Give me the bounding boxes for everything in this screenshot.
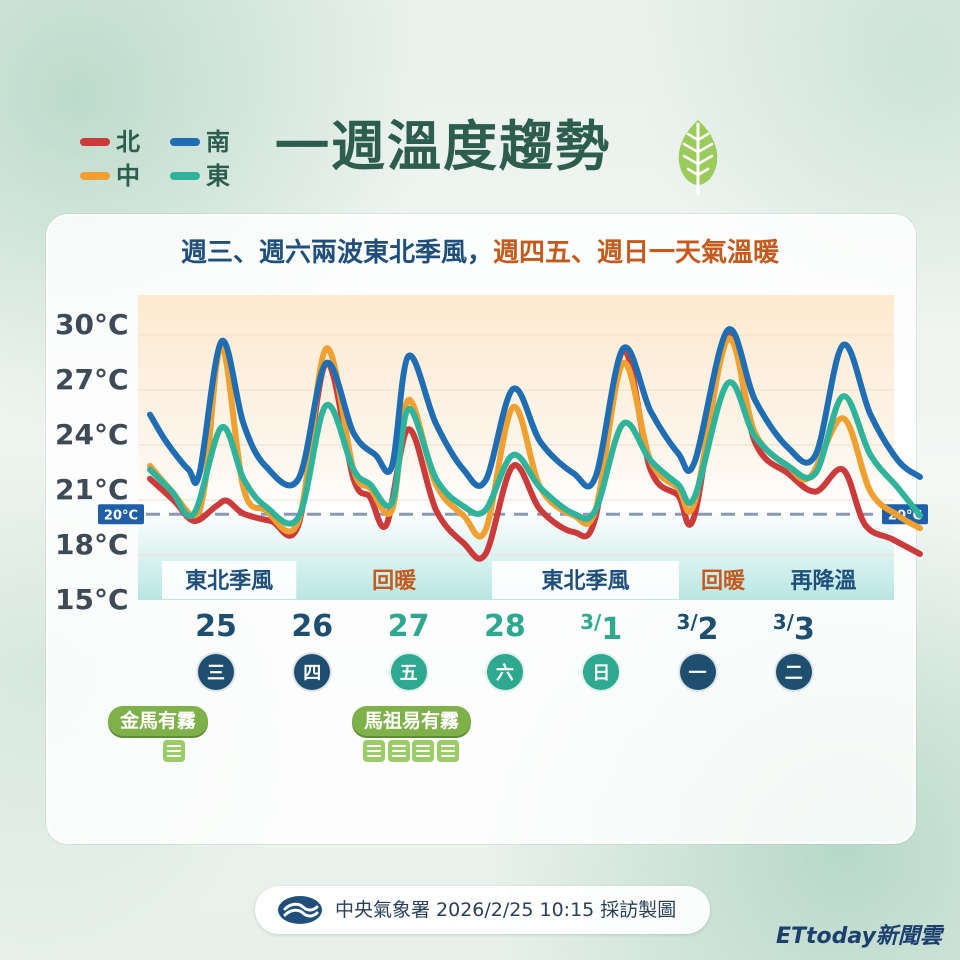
day-month: 3/ bbox=[772, 610, 794, 634]
day-number: 3/1 bbox=[561, 612, 641, 645]
fog-badge: 馬祖易有霧 bbox=[352, 706, 472, 736]
footer-credit: 中央氣象署 2026/2/25 10:15 採訪製圖 bbox=[255, 886, 710, 934]
leaf-icon bbox=[678, 120, 718, 196]
band-label: 東北季風 bbox=[541, 569, 629, 594]
band-label: 回暖 bbox=[372, 569, 417, 594]
fog-icon bbox=[412, 740, 434, 762]
fog-icon bbox=[163, 740, 185, 762]
weekday-badge: 三 bbox=[196, 652, 236, 692]
reference-label-left-bg bbox=[98, 504, 144, 525]
weekday-badge: 六 bbox=[484, 652, 525, 692]
y-tick-label: 27°C bbox=[55, 363, 129, 396]
weekday-badge: 一 bbox=[677, 652, 718, 692]
weekday-badge: 五 bbox=[388, 652, 429, 692]
legend: 北 南 中 東 bbox=[80, 128, 240, 192]
band-bg-cold bbox=[492, 561, 679, 599]
ettoday-watermark: ETtoday新聞雲 bbox=[776, 924, 942, 949]
weekday-badge: 四 bbox=[292, 652, 333, 692]
day-value: 26 bbox=[291, 609, 334, 644]
y-tick-label: 18°C bbox=[55, 528, 129, 561]
y-tick-label: 15°C bbox=[55, 583, 129, 616]
fog-icon bbox=[363, 740, 385, 762]
day-value: 25 bbox=[195, 609, 237, 644]
y-tick-label: 30°C bbox=[55, 308, 129, 341]
series-line-east bbox=[147, 379, 923, 527]
day-number: 26 bbox=[272, 612, 352, 642]
day-value: 2 bbox=[697, 612, 719, 647]
y-tick-label: 21°C bbox=[55, 473, 129, 506]
fog-badge: 金馬有霧 bbox=[108, 706, 209, 736]
weekday-badge: 日 bbox=[581, 652, 622, 692]
legend-swatch-south bbox=[170, 138, 200, 146]
legend-swatch-central bbox=[80, 172, 110, 180]
band-bg-cold bbox=[162, 561, 297, 599]
y-tick-layer: 30°C 27°C 24°C 21°C 18°C 15°C bbox=[55, 308, 129, 616]
day-month: 3/ bbox=[676, 610, 698, 634]
band-label: 再降溫 bbox=[790, 569, 856, 594]
legend-label-north: 北 bbox=[116, 128, 140, 156]
legend-item-north: 北 bbox=[80, 130, 140, 154]
page-title: 一週溫度趨勢 bbox=[275, 115, 611, 178]
legend-swatch-east bbox=[170, 172, 200, 180]
legend-item-east: 東 bbox=[170, 164, 230, 188]
day-number: 3/3 bbox=[754, 612, 834, 645]
reference-label-left: 20°C bbox=[104, 508, 138, 523]
day-number: 28 bbox=[465, 612, 545, 642]
footer-text: 中央氣象署 2026/2/25 10:15 採訪製圖 bbox=[335, 898, 677, 921]
legend-item-central: 中 bbox=[80, 164, 140, 188]
fog-icon bbox=[387, 740, 410, 762]
series-layer bbox=[147, 326, 923, 562]
subtitle-part-cold: 週三、週六兩波東北季風， bbox=[180, 238, 493, 268]
day-value: 3 bbox=[793, 612, 815, 647]
band-label: 回暖 bbox=[701, 569, 746, 594]
day-value: 1 bbox=[601, 612, 623, 647]
cwa-logo-icon bbox=[278, 896, 322, 924]
day-value: 27 bbox=[387, 609, 430, 644]
day-number: 25 bbox=[176, 612, 256, 642]
band-label: 東北季風 bbox=[185, 569, 273, 594]
band-layer: 東北季風 回暖 東北季風 回暖 再降溫 bbox=[162, 561, 857, 599]
legend-label-east: 東 bbox=[206, 162, 230, 190]
legend-swatch-north bbox=[80, 138, 110, 146]
fog-icon bbox=[436, 740, 459, 762]
legend-label-south: 南 bbox=[206, 128, 230, 156]
subtitle-part-warm: 週四五、週日一天氣溫暖 bbox=[493, 238, 780, 268]
day-value: 28 bbox=[484, 609, 526, 644]
y-tick-label: 24°C bbox=[55, 418, 129, 451]
legend-item-south: 南 bbox=[170, 130, 230, 154]
series-line-north bbox=[147, 328, 923, 562]
day-number: 3/2 bbox=[658, 612, 738, 645]
legend-label-central: 中 bbox=[116, 162, 140, 190]
weekday-badge: 二 bbox=[773, 652, 814, 692]
series-line-south bbox=[147, 326, 923, 490]
day-number: 27 bbox=[369, 612, 449, 642]
day-month: 3/ bbox=[580, 610, 602, 634]
chart-subtitle: 週三、週六兩波東北季風，週四五、週日一天氣溫暖 bbox=[0, 240, 960, 266]
